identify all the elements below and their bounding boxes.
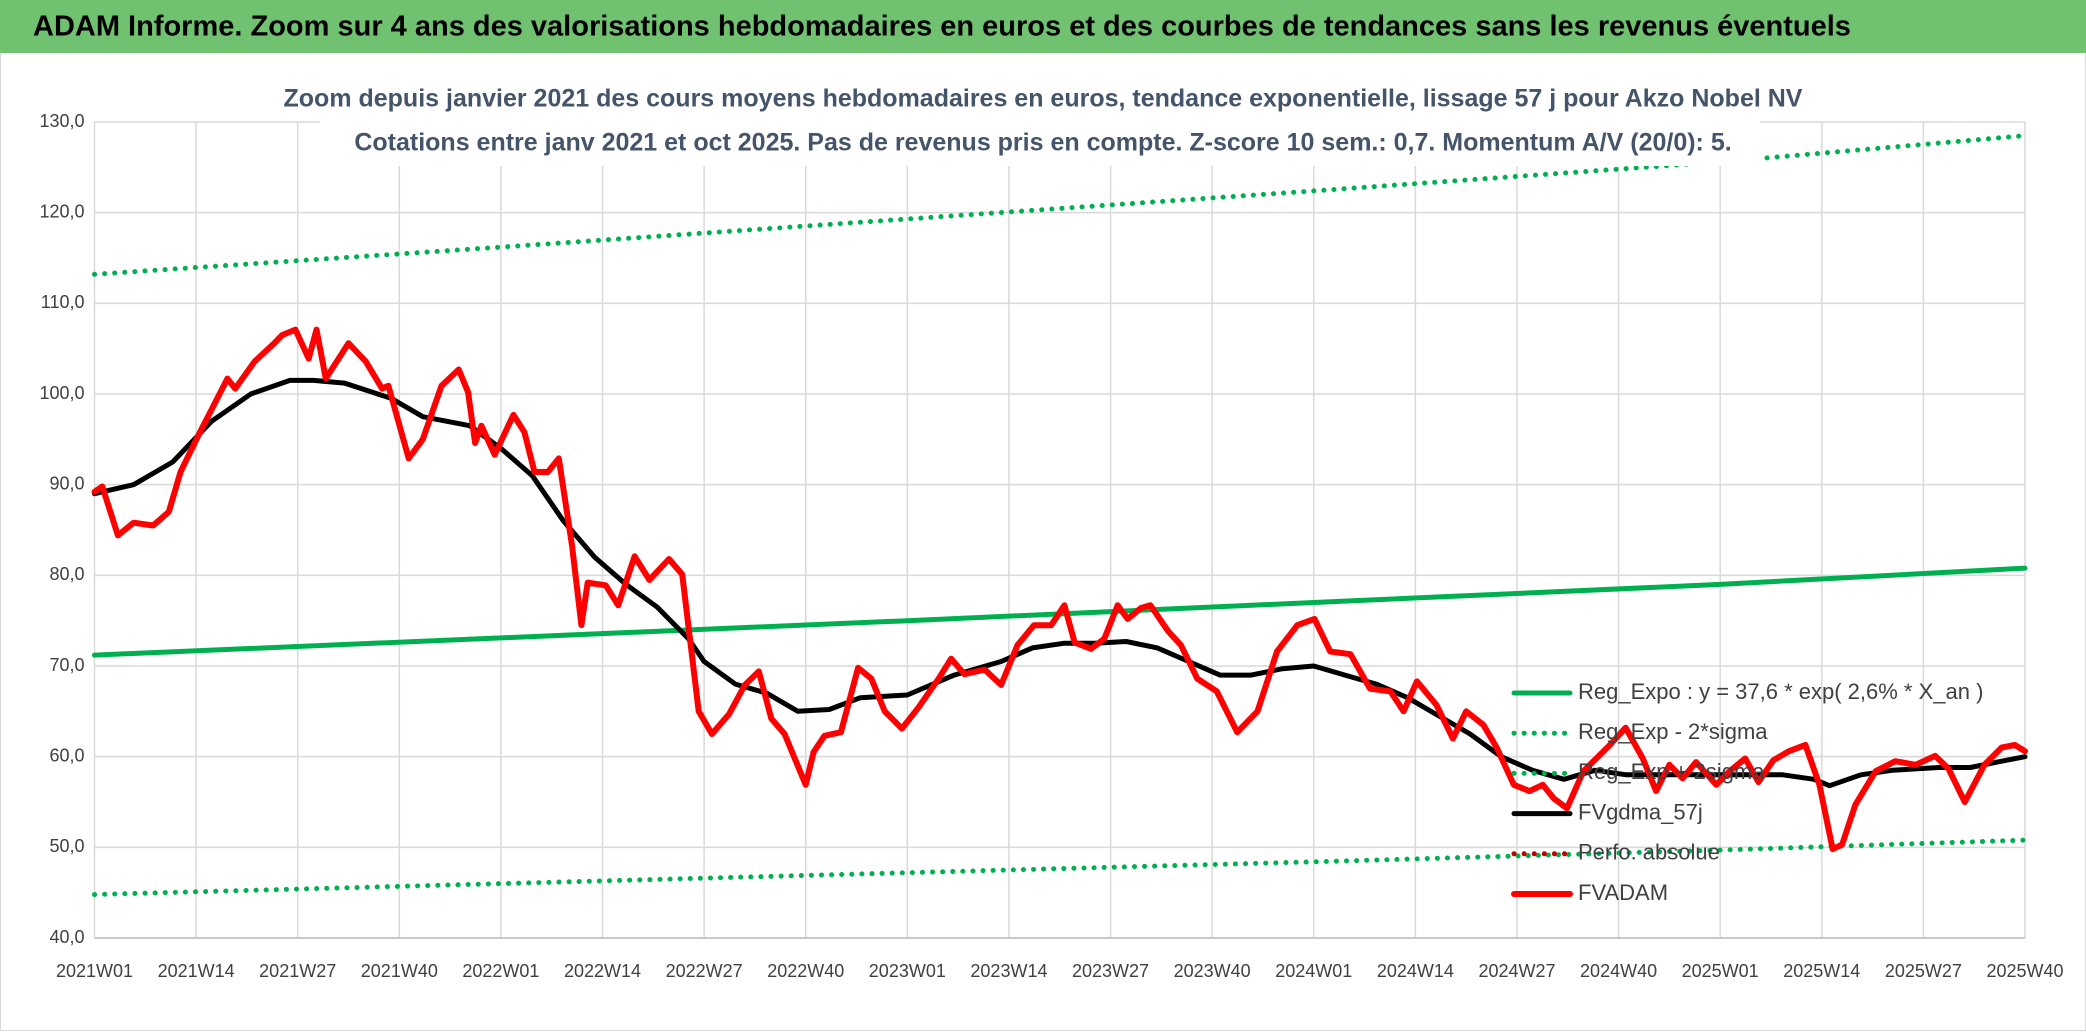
x-tick-label: 2023W27: [1072, 961, 1149, 981]
x-tick-label: 2024W27: [1478, 961, 1555, 981]
x-tick-label: 2021W27: [259, 961, 336, 981]
y-tick-label: 50,0: [49, 836, 84, 856]
header-bar: [0, 0, 2086, 53]
y-tick-label: 110,0: [41, 292, 85, 312]
legend-label: Reg_Exp + 2sigma: [1578, 759, 1765, 784]
x-tick-label: 2024W14: [1377, 961, 1454, 981]
x-tick-label: 2021W01: [56, 961, 133, 981]
legend-label: FVgdma_57j: [1578, 799, 1703, 824]
x-tick-label: 2021W14: [158, 961, 235, 981]
legend-label: Reg_Exp - 2*sigma: [1578, 719, 1768, 744]
x-tick-label: 2025W01: [1682, 961, 1759, 981]
x-tick-label: 2025W40: [1986, 961, 2063, 981]
y-tick-label: 80,0: [49, 564, 84, 584]
legend: Reg_Expo : y = 37,6 * exp( 2,6% * X_an )…: [1511, 679, 1983, 905]
x-tick-label: 2025W14: [1783, 961, 1860, 981]
x-tick-label: 2021W40: [361, 961, 438, 981]
x-tick-label: 2023W14: [970, 961, 1047, 981]
x-tick-label: 2024W01: [1275, 961, 1352, 981]
x-tick-label: 2022W27: [666, 961, 743, 981]
legend-label: FVADAM: [1578, 880, 1668, 905]
x-tick-label: 2022W01: [462, 961, 539, 981]
x-tick-label: 2022W40: [767, 961, 844, 981]
lines: [91, 133, 2028, 897]
y-tick-label: 60,0: [49, 745, 84, 765]
x-tick-label: 2023W01: [869, 961, 946, 981]
x-tick-label: 2024W40: [1580, 961, 1657, 981]
x-tick-label: 2023W40: [1174, 961, 1251, 981]
y-tick-label: 90,0: [49, 473, 84, 493]
legend-label: Perfo. absolue: [1578, 840, 1720, 865]
series-line: [91, 326, 2028, 853]
title-box: [320, 78, 1760, 166]
legend-label: Reg_Expo : y = 37,6 * exp( 2,6% * X_an ): [1578, 679, 1983, 704]
y-tick-label: 70,0: [49, 655, 84, 675]
y-tick-label: 40,0: [49, 927, 84, 947]
header-title: ADAM Informe. Zoom sur 4 ans des valoris…: [33, 11, 1851, 43]
y-tick-label: 100,0: [39, 383, 84, 403]
series-line: [92, 837, 2028, 897]
chart-subtitle: Cotations entre janv 2021 et oct 2025. P…: [354, 129, 1731, 157]
x-tick-label: 2022W14: [564, 961, 641, 981]
y-tick-label: 130,0: [39, 111, 84, 131]
series-line: [92, 133, 2028, 277]
series-line: [92, 565, 2028, 658]
chart-title: Zoom depuis janvier 2021 des cours moyen…: [284, 85, 1803, 113]
x-tick-label: 2025W27: [1885, 961, 1962, 981]
y-tick-label: 120,0: [39, 201, 84, 221]
